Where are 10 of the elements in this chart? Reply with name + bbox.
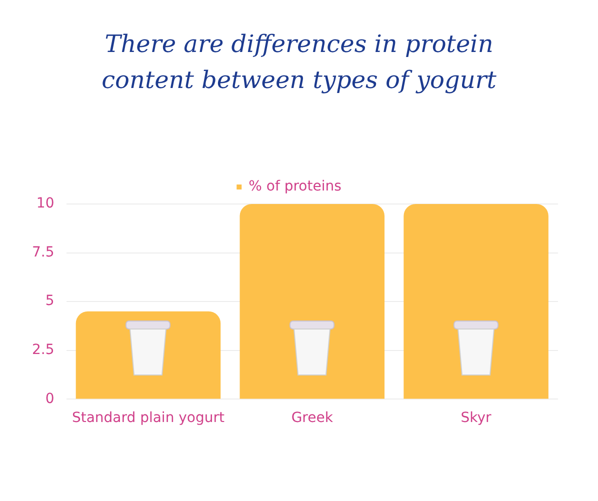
y-tick-label: 10: [36, 196, 54, 212]
legend-label: % of proteins: [248, 178, 342, 195]
x-tick-label: Greek: [291, 410, 334, 426]
y-tick-label: 5: [45, 293, 54, 310]
y-tick-label: 2.5: [32, 342, 54, 358]
chart-title: There are differences in protein content between types of yogurt: [100, 29, 498, 96]
y-tick-label: 7.5: [32, 244, 54, 260]
x-tick-label: Skyr: [460, 410, 492, 426]
y-tick-label: 0: [45, 390, 54, 407]
x-tick-label: Standard plain yogurt: [72, 410, 226, 426]
